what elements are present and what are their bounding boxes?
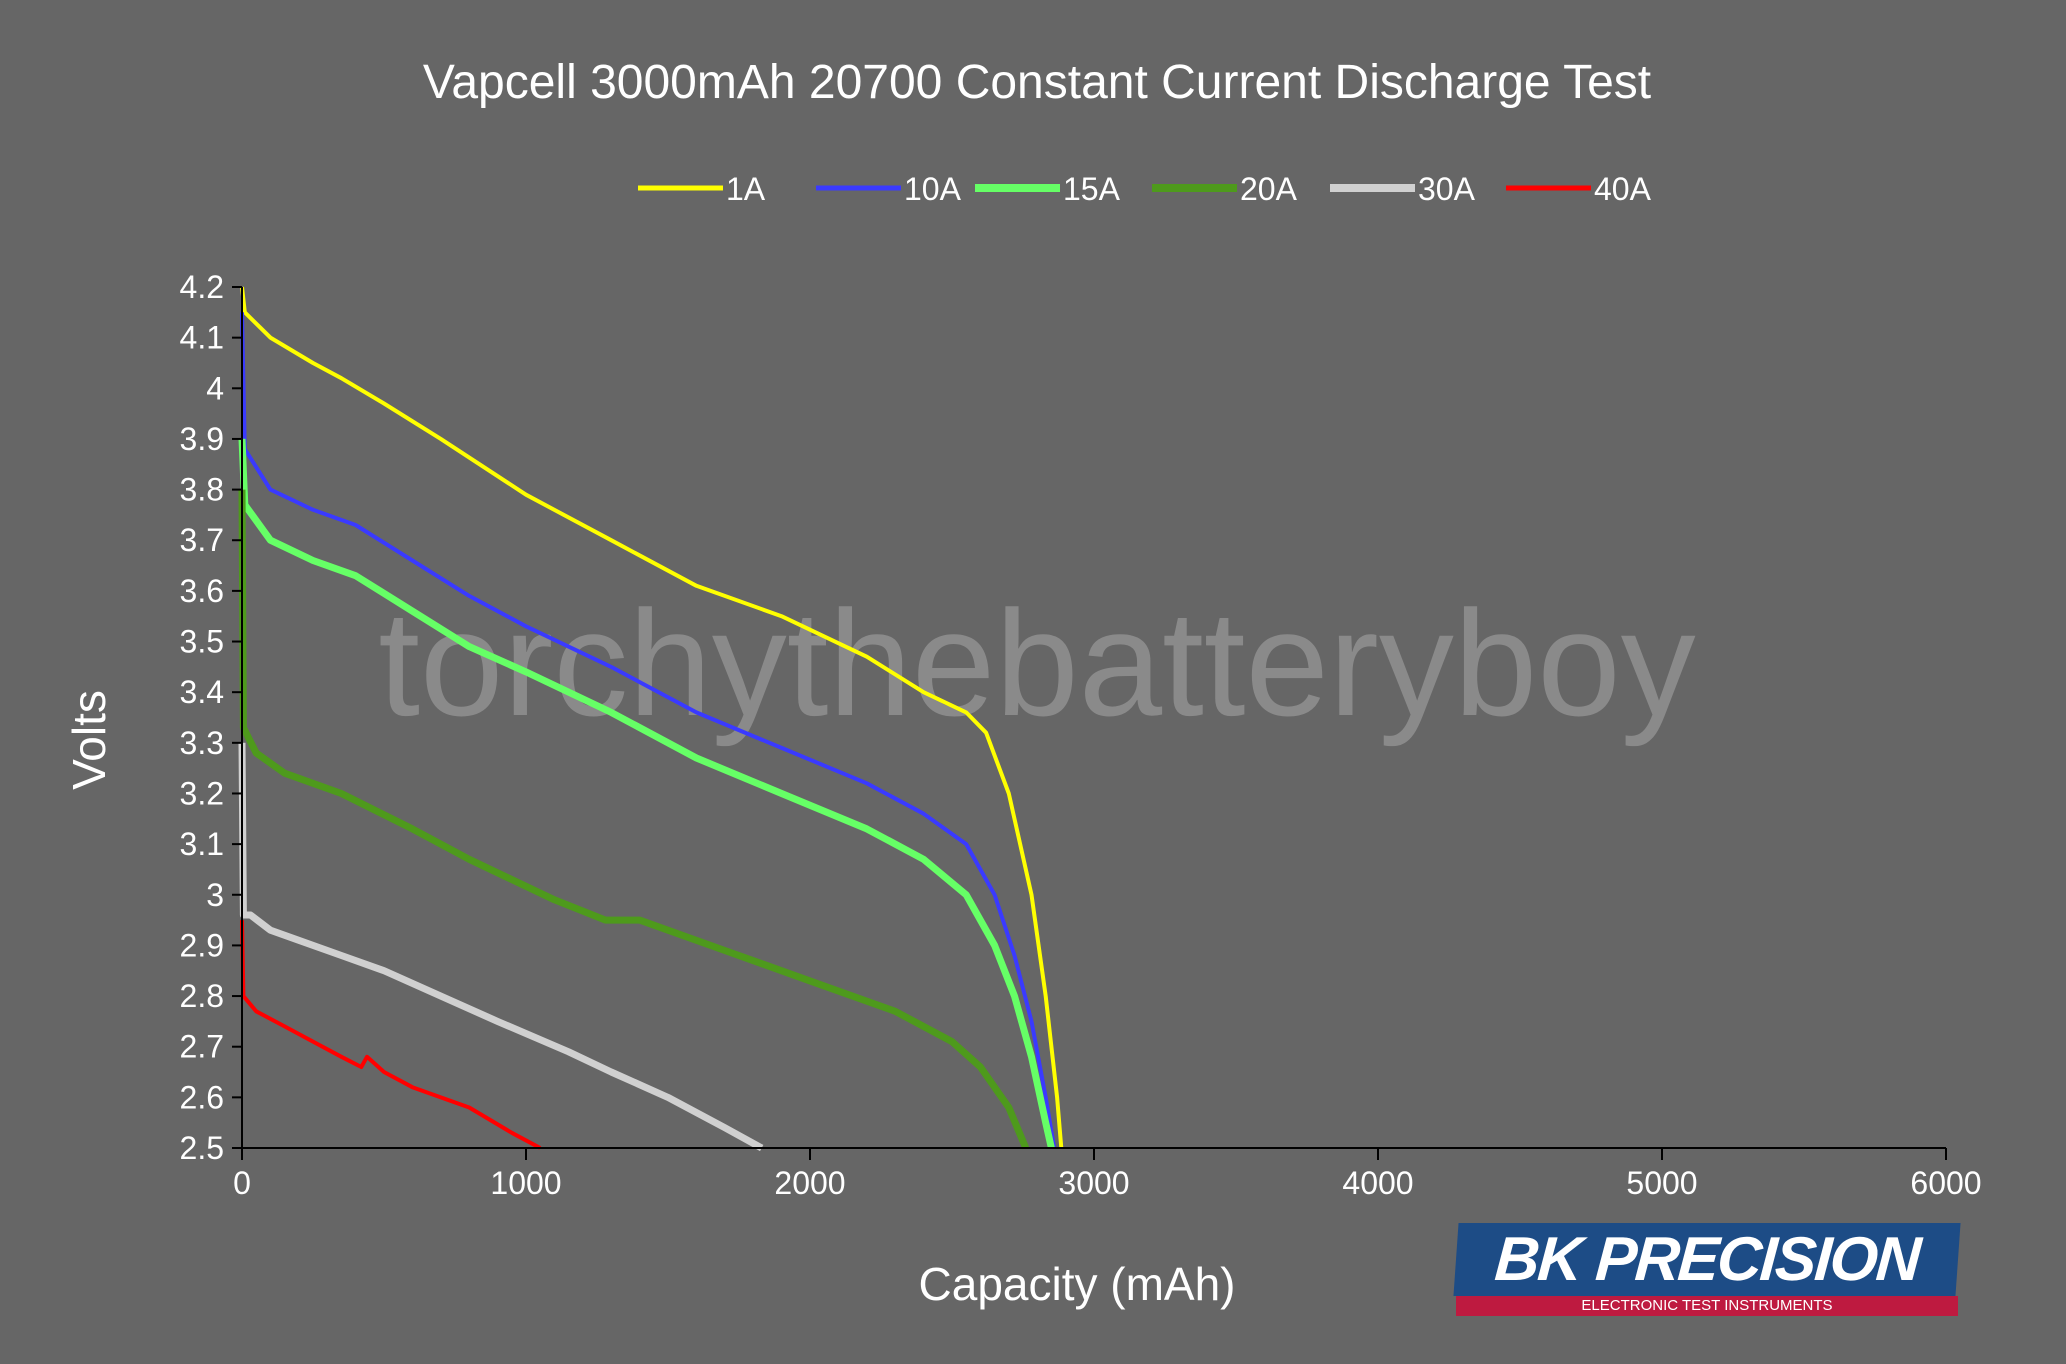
x-tick-label: 6000 [1910,1165,1981,1201]
y-tick-label: 3.5 [180,624,224,660]
legend-label-10a: 10A [904,171,962,207]
y-tick-label: 2.7 [180,1029,224,1065]
x-tick-label: 5000 [1626,1165,1697,1201]
watermark: torchythebatteryboy [378,579,1695,747]
x-tick-label: 2000 [774,1165,845,1201]
legend-label-40a: 40A [1594,171,1652,207]
y-tick-label: 4.2 [180,269,224,305]
y-tick-label: 2.6 [180,1079,224,1115]
logo-tagline: ELECTRONIC TEST INSTRUMENTS [1456,1296,1958,1316]
bk-precision-logo: BK PRECISION ELECTRONIC TEST INSTRUMENTS [1453,1223,1961,1316]
series-line-30a [238,742,764,1152]
series-line-40a [240,920,542,1150]
y-tick-label: 3.1 [180,826,224,862]
legend-label-1a: 1A [726,171,766,207]
x-tick-label: 1000 [490,1165,561,1201]
x-tick-label: 4000 [1342,1165,1413,1201]
y-tick-label: 3.4 [180,674,224,710]
chart-title: Vapcell 3000mAh 20700 Constant Current D… [423,56,1651,109]
y-tick-label: 3.3 [180,725,224,761]
logo-brand: BK PRECISION [1453,1223,1961,1296]
y-tick-label: 4.1 [180,320,224,356]
y-tick-label: 4 [206,370,224,406]
legend-label-30a: 30A [1418,171,1476,207]
y-tick-label: 3.7 [180,522,224,558]
y-tick-label: 3.6 [180,573,224,609]
series-line-15a [238,438,1055,1149]
y-axis-label: Volts [63,690,115,790]
y-tick-label: 3.8 [180,472,224,508]
legend: 1A 10A 15A 20A 30A 40A [638,171,1652,207]
x-tick-label: 0 [233,1165,251,1201]
series-line-20a [238,489,1030,1150]
series-line-10a [240,312,1057,1149]
x-tick-label: 3000 [1058,1165,1129,1201]
x-axis-label: Capacity (mAh) [919,1258,1236,1310]
y-tick-label: 2.5 [180,1130,224,1166]
legend-label-20a: 20A [1240,171,1298,207]
y-tick-label: 3.2 [180,775,224,811]
series-line-1a [240,286,1064,1149]
legend-label-15a: 15A [1063,171,1121,207]
y-tick-label: 2.9 [180,927,224,963]
y-tick-label: 2.8 [180,978,224,1014]
y-tick-label: 3 [206,877,224,913]
y-tick-label: 3.9 [180,421,224,457]
